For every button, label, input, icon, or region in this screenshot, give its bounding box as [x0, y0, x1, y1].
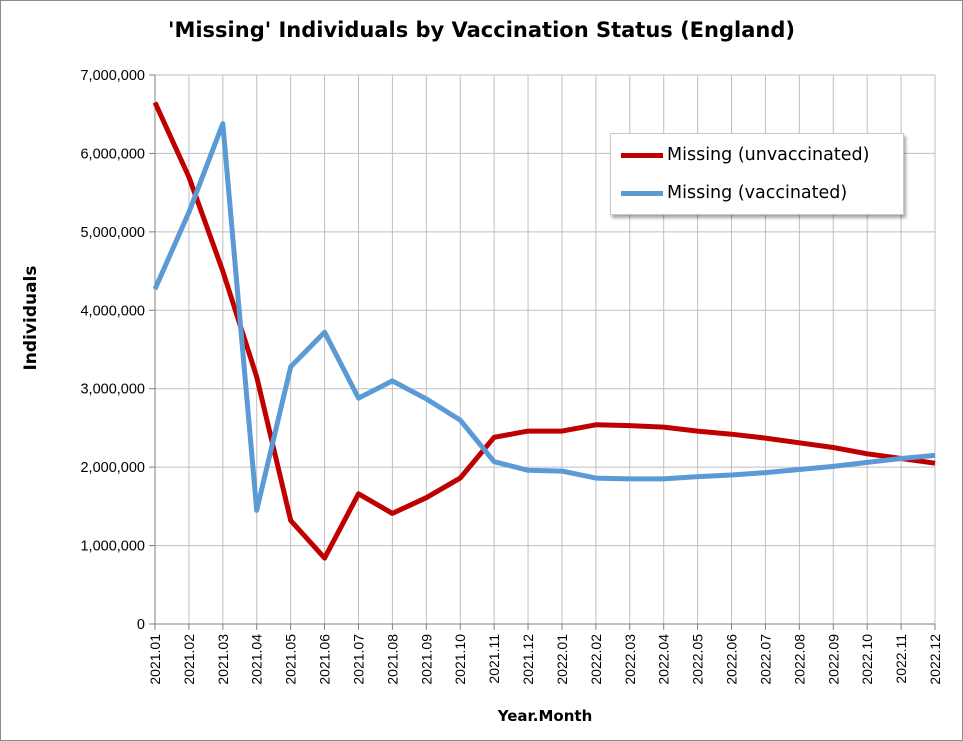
x-tick-label: 2022.07 — [757, 634, 773, 685]
y-tick-labels: 0 1,000,000 2,000,000 3,000,000 4,000,000 5,0… — [80, 68, 145, 633]
x-tick-label: 2021.02 — [181, 634, 197, 685]
series-line-unvaccinated — [152, 101, 936, 561]
x-tick-label: 2021.10 — [452, 634, 468, 685]
axes — [149, 74, 936, 630]
x-tick-label: 2022.08 — [791, 634, 807, 685]
x-tick-label: 2021.04 — [249, 634, 265, 685]
x-tick-labels: 2021.01 2021.02 2021.03 2021.04 2021.05 2021.… — [147, 634, 943, 685]
y-tick-label: 5,000,000 — [80, 225, 145, 241]
x-tick-label: 2022.10 — [859, 634, 875, 685]
y-tick-label: 4,000,000 — [80, 303, 145, 319]
x-tick-label: 2021.09 — [418, 634, 434, 685]
legend-item-unvaccinated: Missing (unvaccinated) — [621, 140, 869, 170]
x-tick-label: 2021.11 — [486, 634, 502, 684]
x-tick-label: 2022.03 — [622, 634, 638, 685]
x-tick-label: 2022.02 — [588, 634, 604, 685]
x-tick-label: 2021.05 — [283, 634, 299, 685]
legend: Missing (unvaccinated) Missing (vaccinat… — [610, 133, 904, 215]
legend-item-vaccinated: Missing (vaccinated) — [621, 178, 847, 208]
y-tick-label: 2,000,000 — [80, 460, 145, 476]
chart-title: 'Missing' Individuals by Vaccination Sta… — [168, 18, 795, 42]
x-tick-label: 2021.01 — [147, 634, 163, 685]
x-tick-label: 2022.06 — [724, 634, 740, 685]
y-tick-label: 7,000,000 — [80, 68, 145, 84]
x-tick-label: 2022.05 — [690, 634, 706, 685]
legend-label-vaccinated: Missing (vaccinated) — [667, 183, 848, 203]
x-tick-label: 2022.11 — [893, 634, 909, 684]
x-tick-label: 2021.06 — [317, 634, 333, 685]
x-tick-label: 2021.08 — [384, 634, 400, 685]
y-tick-label: 0 — [137, 617, 145, 633]
x-tick-label: 2021.12 — [520, 634, 536, 685]
legend-swatch-vaccinated — [621, 190, 663, 196]
y-tick-label: 1,000,000 — [80, 539, 145, 555]
x-tick-label: 2022.09 — [825, 634, 841, 685]
x-axis-label: Year.Month — [497, 707, 593, 725]
x-tick-label: 2021.07 — [350, 634, 366, 685]
x-tick-label: 2021.03 — [215, 634, 231, 685]
series-lines — [152, 101, 936, 561]
x-tick-label: 2022.12 — [927, 634, 943, 685]
legend-label-unvaccinated: Missing (unvaccinated) — [667, 145, 870, 165]
x-tick-label: 2022.01 — [554, 634, 570, 685]
x-tick-label: 2022.04 — [656, 634, 672, 685]
y-tick-label: 3,000,000 — [80, 382, 145, 398]
series-line-vaccinated — [152, 121, 936, 513]
legend-swatch-unvaccinated — [621, 152, 663, 158]
y-tick-label: 6,000,000 — [80, 146, 145, 162]
